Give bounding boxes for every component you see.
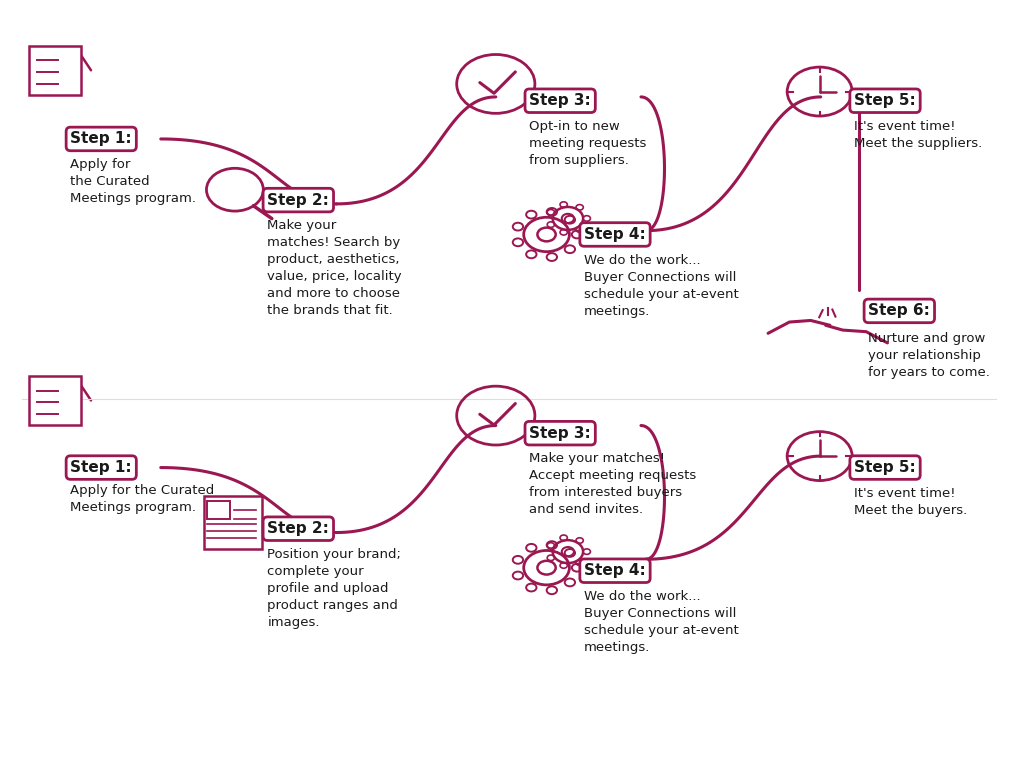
Text: Step 1:: Step 1: — [71, 131, 132, 146]
Text: Opt-in to new
meeting requests
from suppliers.: Opt-in to new meeting requests from supp… — [529, 120, 647, 167]
Text: Step 3:: Step 3: — [529, 94, 591, 108]
FancyBboxPatch shape — [30, 46, 81, 94]
FancyBboxPatch shape — [204, 495, 262, 549]
Text: Step 2:: Step 2: — [267, 193, 330, 208]
Text: Position your brand;
complete your
profile and upload
product ranges and
images.: Position your brand; complete your profi… — [267, 548, 401, 629]
Text: We do the work...
Buyer Connections will
schedule your at-event
meetings.: We do the work... Buyer Connections will… — [584, 590, 739, 653]
Text: It's event time!
Meet the suppliers.: It's event time! Meet the suppliers. — [854, 120, 982, 150]
Text: Step 4:: Step 4: — [584, 227, 646, 242]
Text: Step 3:: Step 3: — [529, 426, 591, 441]
Text: Step 4:: Step 4: — [584, 563, 646, 578]
Text: It's event time!
Meet the buyers.: It's event time! Meet the buyers. — [854, 487, 968, 517]
Text: Step 5:: Step 5: — [854, 94, 915, 108]
Text: Step 6:: Step 6: — [868, 304, 930, 318]
Text: Apply for
the Curated
Meetings program.: Apply for the Curated Meetings program. — [71, 158, 197, 205]
Text: Make your
matches! Search by
product, aesthetics,
value, price, locality
and mor: Make your matches! Search by product, ae… — [267, 219, 402, 318]
Text: Apply for the Curated
Meetings program.: Apply for the Curated Meetings program. — [71, 485, 215, 515]
FancyBboxPatch shape — [30, 376, 81, 425]
Text: Step 1:: Step 1: — [71, 460, 132, 475]
Text: We do the work...
Buyer Connections will
schedule your at-event
meetings.: We do the work... Buyer Connections will… — [584, 254, 739, 318]
FancyBboxPatch shape — [207, 501, 229, 519]
Text: Make your matches!
Accept meeting requests
from interested buyers
and send invit: Make your matches! Accept meeting reques… — [529, 453, 696, 516]
Text: Step 5:: Step 5: — [854, 460, 915, 475]
Text: Step 2:: Step 2: — [267, 522, 330, 536]
Text: Nurture and grow
your relationship
for years to come.: Nurture and grow your relationship for y… — [868, 331, 990, 379]
